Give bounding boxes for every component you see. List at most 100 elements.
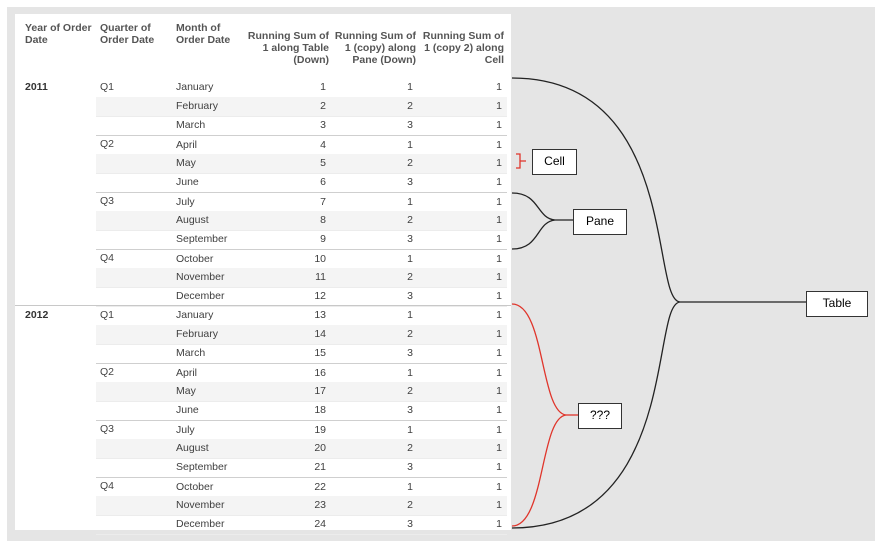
- running-sum-table-cell: 16: [314, 367, 326, 379]
- table-brace: [511, 77, 681, 529]
- running-sum-pane-cell: 2: [407, 271, 413, 283]
- running-sum-pane-cell: 3: [407, 119, 413, 131]
- running-sum-pane-cell: 3: [407, 233, 413, 245]
- quarter-label[interactable]: Q3: [100, 195, 115, 207]
- running-sum-table-cell: 23: [314, 499, 326, 511]
- month-cell: August: [176, 214, 209, 226]
- table-row[interactable]: August 8 2 1: [96, 211, 507, 231]
- header-col3-line: 1 (copy 2) along: [424, 42, 504, 54]
- cell-brace: [516, 153, 526, 169]
- month-cell: December: [176, 518, 225, 530]
- running-sum-table-cell: 4: [320, 139, 326, 151]
- running-sum-pane-cell: 1: [407, 424, 413, 436]
- header-quarter-line: Quarter of: [100, 22, 151, 34]
- running-sum-cell-cell: 1: [496, 424, 502, 436]
- month-cell: May: [176, 157, 196, 169]
- running-sum-table-cell: 2: [320, 100, 326, 112]
- running-sum-table-cell: 24: [314, 518, 326, 530]
- running-sum-cell-cell: 1: [496, 271, 502, 283]
- month-cell: April: [176, 139, 198, 151]
- header-col3-line: Cell: [484, 54, 504, 66]
- running-sum-pane-cell: 3: [407, 176, 413, 188]
- running-sum-table-cell: 5: [320, 157, 326, 169]
- table-row[interactable]: May 17 2 1: [96, 382, 507, 402]
- quarter-label[interactable]: Q1: [100, 81, 115, 93]
- running-sum-cell-cell: 1: [496, 367, 502, 379]
- running-sum-table-cell: 12: [314, 290, 326, 302]
- header-running-sum-table[interactable]: Running Sum of 1 along Table (Down): [242, 30, 329, 66]
- month-cell: October: [176, 481, 214, 493]
- month-cell: August: [176, 442, 209, 454]
- table-row[interactable]: December 12 3 1: [96, 287, 507, 307]
- running-sum-cell-cell: 1: [496, 404, 502, 416]
- pane-brace: [511, 192, 556, 250]
- header-running-sum-cell[interactable]: Running Sum of 1 (copy 2) along Cell: [416, 30, 504, 66]
- month-cell: January: [176, 309, 214, 321]
- running-sum-pane-cell: 3: [407, 290, 413, 302]
- running-sum-pane-cell: 2: [407, 385, 413, 397]
- month-cell: March: [176, 119, 206, 131]
- header-col2-line: Running Sum of: [334, 30, 416, 42]
- running-sum-pane-cell: 3: [407, 518, 413, 530]
- quarter-label[interactable]: Q4: [100, 252, 115, 264]
- month-cell: July: [176, 196, 195, 208]
- year-label[interactable]: 2012: [25, 309, 49, 321]
- running-sum-pane-cell: 1: [407, 81, 413, 93]
- running-sum-cell-cell: 1: [496, 119, 502, 131]
- running-sum-table-cell: 18: [314, 404, 326, 416]
- running-sum-table-cell: 22: [314, 481, 326, 493]
- quarter-label[interactable]: Q2: [100, 366, 115, 378]
- running-sum-pane-cell: 1: [407, 481, 413, 493]
- running-sum-pane-cell: 2: [407, 328, 413, 340]
- quarter-label[interactable]: Q1: [100, 309, 115, 321]
- running-sum-cell-cell: 1: [496, 309, 502, 321]
- header-col3-line: Running Sum of: [422, 30, 504, 42]
- running-sum-cell-cell: 1: [496, 461, 502, 473]
- running-sum-cell-cell: 1: [496, 328, 502, 340]
- running-sum-cell-cell: 1: [496, 442, 502, 454]
- header-year-line: Date: [25, 34, 48, 46]
- running-sum-pane-cell: 1: [407, 309, 413, 321]
- table-row[interactable]: February 14 2 1: [96, 325, 507, 345]
- running-sum-table-cell: 15: [314, 347, 326, 359]
- table-row[interactable]: December 24 3 1: [96, 515, 507, 535]
- header-col2-line: 1 (copy) along: [344, 42, 416, 54]
- label-table: Table: [806, 291, 868, 317]
- table-row[interactable]: May 5 2 1: [96, 154, 507, 174]
- month-cell: November: [176, 271, 225, 283]
- running-sum-cell-cell: 1: [496, 253, 502, 265]
- header-running-sum-pane[interactable]: Running Sum of 1 (copy) along Pane (Down…: [329, 30, 416, 66]
- table-row[interactable]: November 11 2 1: [96, 268, 507, 288]
- running-sum-table-cell: 7: [320, 196, 326, 208]
- quarter-label[interactable]: Q3: [100, 423, 115, 435]
- header-year[interactable]: Year of Order Date: [25, 22, 92, 46]
- label-cell: Cell: [532, 149, 577, 175]
- header-year-line: Year of Order: [25, 22, 92, 34]
- month-cell: March: [176, 347, 206, 359]
- quarter-label[interactable]: Q4: [100, 480, 115, 492]
- year-label[interactable]: 2011: [25, 81, 48, 93]
- running-sum-table-cell: 17: [314, 385, 326, 397]
- header-month[interactable]: Month of Order Date: [176, 22, 230, 46]
- header-quarter[interactable]: Quarter of Order Date: [100, 22, 154, 46]
- running-sum-cell-cell: 1: [496, 233, 502, 245]
- running-sum-table-cell: 19: [314, 424, 326, 436]
- running-sum-pane-cell: 1: [407, 367, 413, 379]
- table-row[interactable]: November 23 2 1: [96, 496, 507, 516]
- table-row[interactable]: August 20 2 1: [96, 439, 507, 459]
- month-cell: September: [176, 461, 228, 473]
- year-separator: [15, 305, 511, 306]
- running-sum-cell-cell: 1: [496, 176, 502, 188]
- header-quarter-line: Order Date: [100, 34, 155, 46]
- label-unknown: ???: [578, 403, 622, 429]
- running-sum-cell-cell: 1: [496, 196, 502, 208]
- table-row[interactable]: February 2 2 1: [96, 97, 507, 117]
- quarter-label[interactable]: Q2: [100, 138, 115, 150]
- month-cell: June: [176, 404, 199, 416]
- month-cell: June: [176, 176, 199, 188]
- header-col1-line: 1 along Table: [262, 42, 329, 54]
- running-sum-table-cell: 21: [314, 461, 326, 473]
- running-sum-cell-cell: 1: [496, 214, 502, 226]
- running-sum-table-cell: 14: [314, 328, 326, 340]
- month-cell: April: [176, 367, 198, 379]
